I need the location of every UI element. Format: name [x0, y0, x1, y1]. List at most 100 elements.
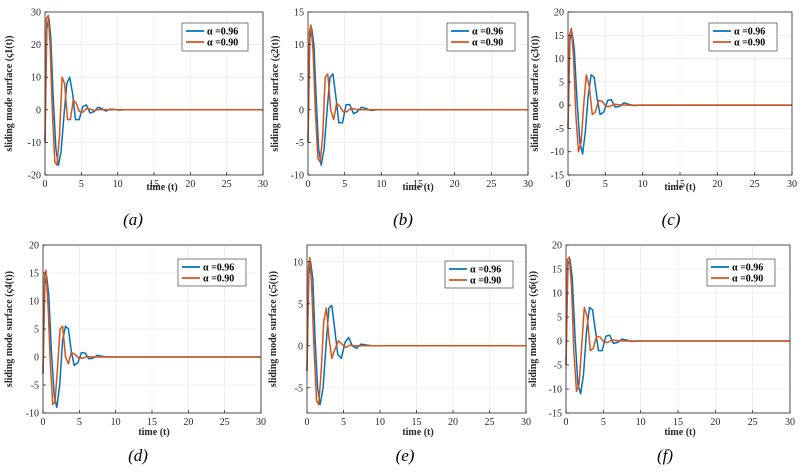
y-tick-label: 5 [298, 299, 303, 310]
y-tick-label: 5 [34, 325, 39, 336]
x-tick-label: 25 [486, 179, 496, 190]
y-tick-label: 30 [31, 8, 41, 19]
axis-ticks: 0 5 10 15 20 25 30 -15 -10 -5 0 5 10 15 20 [551, 8, 797, 191]
x-tick-label: 30 [256, 417, 266, 428]
x-tick-label: 5 [603, 179, 608, 190]
legend-label-alpha-096: α =0.96 [734, 27, 765, 38]
x-tick-label: 25 [485, 417, 495, 428]
y-axis-label: sliding mode surface (ς4(t)) [4, 271, 15, 387]
x-tick-label: 10 [636, 417, 646, 428]
x-tick-label: 10 [375, 417, 385, 428]
series-line-alpha-090 [567, 27, 792, 153]
x-tick-label: 30 [787, 179, 797, 190]
series-lines [42, 269, 261, 409]
x-tick-label: 15 [412, 417, 422, 428]
y-tick-label: -5 [554, 361, 562, 372]
x-tick-label: 0 [564, 417, 569, 428]
panel-b: 0 5 10 15 20 25 30 -10 -5 0 5 10 15 time (t) sliding… [270, 8, 533, 230]
x-tick-label: 0 [306, 179, 311, 190]
y-tick-label: 10 [554, 54, 564, 65]
y-tick-label: -10 [26, 409, 39, 420]
legend-label-alpha-090: α =0.90 [207, 38, 238, 49]
y-tick-label: 5 [299, 73, 304, 84]
y-tick-label: -10 [549, 385, 562, 396]
axis-ticks: 0 5 10 15 20 25 30 -5 0 5 10 [293, 257, 531, 428]
panel-label: (f) [657, 446, 673, 465]
x-tick-label: 30 [521, 417, 531, 428]
axis-ticks: 0 5 10 15 20 25 30 -15 -10 -5 0 5 10 15 20 [549, 241, 795, 429]
y-axis-label: sliding mode surface (ς6(t)) [528, 271, 539, 387]
series-line-alpha-096 [307, 27, 528, 166]
x-tick-label: 0 [305, 417, 310, 428]
legend-label-alpha-090: α =0.90 [470, 276, 501, 287]
x-tick-label: 20 [712, 179, 722, 190]
x-tick-label: 0 [566, 179, 571, 190]
panel-f: 0 5 10 15 20 25 30 -15 -10 -5 0 5 10 15 20 time (t) sl… [528, 241, 795, 466]
y-tick-label: 0 [298, 341, 303, 352]
series-lines [306, 256, 526, 406]
series-line-alpha-090 [44, 14, 263, 166]
x-axis-label: time (t) [146, 182, 177, 193]
x-tick-label: 30 [258, 179, 268, 190]
x-tick-label: 15 [147, 417, 157, 428]
x-axis-label: time (t) [664, 182, 695, 193]
legend-label-alpha-096: α =0.96 [472, 27, 503, 38]
series-line-alpha-090 [565, 256, 790, 393]
x-tick-label: 15 [673, 417, 683, 428]
panel-d: 0 5 10 15 20 25 30 -10 -5 0 5 10 15 20 time (t) slidi… [4, 241, 266, 466]
y-tick-label: 0 [299, 105, 304, 116]
x-tick-label: 25 [748, 417, 758, 428]
y-tick-label: -5 [31, 381, 39, 392]
y-tick-label: 20 [29, 241, 39, 252]
y-tick-label: 20 [31, 40, 41, 51]
y-tick-label: 10 [552, 289, 562, 300]
x-axis-label: time (t) [664, 427, 695, 438]
series-lines [307, 24, 528, 166]
x-tick-label: 10 [638, 179, 648, 190]
panel-label: (a) [123, 210, 143, 229]
x-tick-label: 20 [448, 417, 458, 428]
series-lines [565, 256, 790, 395]
panel-a: 0 5 10 15 20 25 30 -20 -10 0 10 20 30 time (t) slidi… [4, 8, 268, 230]
y-tick-label: 20 [552, 241, 562, 252]
y-tick-label: -5 [556, 124, 564, 135]
y-tick-label: 5 [559, 77, 564, 88]
series-line-alpha-090 [307, 24, 528, 163]
y-tick-label: 0 [34, 353, 39, 364]
y-tick-label: -10 [291, 171, 304, 182]
panel-label: (b) [393, 210, 413, 229]
x-tick-label: 5 [342, 179, 347, 190]
legend-label-alpha-096: α =0.96 [470, 265, 501, 276]
legend-label-alpha-090: α =0.90 [472, 38, 503, 49]
y-tick-label: 10 [294, 40, 304, 51]
legend: α =0.96 α =0.90 [446, 22, 516, 52]
y-tick-label: 5 [557, 313, 562, 324]
x-tick-label: 20 [185, 179, 195, 190]
x-tick-label: 5 [77, 417, 82, 428]
y-tick-label: 15 [552, 265, 562, 276]
series-line-alpha-090 [306, 256, 526, 406]
x-tick-label: 10 [111, 417, 121, 428]
y-tick-label: 0 [559, 101, 564, 112]
x-tick-label: 5 [601, 417, 606, 428]
x-tick-label: 25 [750, 179, 760, 190]
panel-c: 0 5 10 15 20 25 30 -15 -10 -5 0 5 10 15 20 time (t) sl… [530, 8, 797, 230]
legend-label-alpha-096: α =0.96 [203, 263, 234, 274]
legend-label-alpha-096: α =0.96 [207, 27, 238, 38]
legend-box [444, 260, 514, 289]
axis-ticks: 0 5 10 15 20 25 30 -10 -5 0 5 10 15 [291, 8, 533, 191]
x-tick-label: 20 [183, 417, 193, 428]
series-lines [567, 27, 792, 155]
x-tick-label: 10 [113, 179, 123, 190]
y-tick-label: 20 [554, 8, 564, 19]
legend-box [177, 258, 247, 287]
y-tick-label: 15 [29, 269, 39, 280]
x-tick-label: 10 [376, 179, 386, 190]
series-line-alpha-096 [306, 261, 526, 406]
y-tick-label: 10 [29, 297, 39, 308]
y-tick-label: 15 [554, 31, 564, 42]
x-tick-label: 5 [79, 179, 84, 190]
legend: α =0.96 α =0.90 [706, 258, 776, 287]
axis-ticks: 0 5 10 15 20 25 30 -10 -5 0 5 10 15 20 [26, 241, 266, 429]
